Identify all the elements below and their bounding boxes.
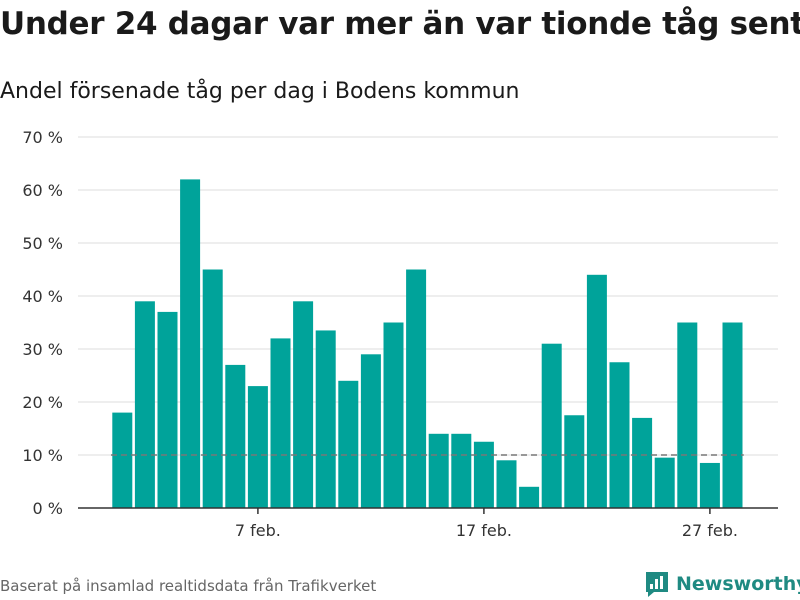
- bar: [225, 364, 246, 508]
- bar: [699, 462, 720, 508]
- y-tick-label: 50 %: [22, 234, 63, 253]
- bar: [428, 433, 449, 508]
- brand-name: Newsworthy: [676, 573, 800, 595]
- bar: [654, 457, 675, 508]
- bar: [270, 338, 291, 508]
- y-tick-label: 20 %: [22, 393, 63, 412]
- bar: [134, 301, 155, 508]
- bar: [564, 415, 585, 508]
- bar-chart: 0 % 10 % 20 % 30 % 40 % 50 % 60 % 70 % 7 feb. 17…: [22, 128, 778, 540]
- bar: [519, 486, 540, 508]
- newsworthy-logo-icon: [646, 572, 668, 597]
- y-tick-label: 0 %: [33, 499, 63, 518]
- bar: [202, 269, 223, 508]
- y-tick-label: 60 %: [22, 181, 63, 200]
- y-tick-label: 70 %: [22, 128, 63, 147]
- brand-logo[interactable]: Newsworthy: [644, 570, 800, 598]
- y-tick-label: 10 %: [22, 446, 63, 465]
- x-tick-label: 7 feb.: [235, 521, 281, 540]
- y-tick-label: 40 %: [22, 287, 63, 306]
- bar: [406, 269, 427, 508]
- bars: [112, 179, 743, 508]
- bar: [451, 433, 472, 508]
- bar: [383, 322, 404, 508]
- bar: [722, 322, 743, 508]
- bar: [112, 412, 133, 508]
- bar: [247, 386, 268, 508]
- bar: [180, 179, 201, 508]
- y-axis-tick-labels: 0 % 10 % 20 % 30 % 40 % 50 % 60 % 70 %: [22, 128, 63, 518]
- bar: [586, 274, 607, 508]
- bar: [338, 380, 359, 508]
- chart-subtitle: Andel försenade tåg per dag i Bodens kom…: [0, 79, 520, 104]
- bar: [677, 322, 698, 508]
- bar: [473, 441, 494, 508]
- bar: [315, 330, 336, 508]
- y-tick-label: 30 %: [22, 340, 63, 359]
- bar: [541, 343, 562, 508]
- x-axis-tick-labels: 7 feb. 17 feb. 27 feb.: [235, 508, 738, 540]
- bar: [609, 362, 630, 508]
- bar: [293, 301, 314, 508]
- bar: [496, 460, 517, 508]
- x-tick-label: 17 feb.: [456, 521, 512, 540]
- bar: [632, 417, 653, 508]
- x-tick-label: 27 feb.: [682, 521, 738, 540]
- source-note: Baserat på insamlad realtidsdata från Tr…: [0, 577, 377, 595]
- chart-title: Under 24 dagar var mer än var tionde tåg…: [0, 6, 800, 42]
- bar: [360, 354, 381, 508]
- bar: [157, 311, 178, 508]
